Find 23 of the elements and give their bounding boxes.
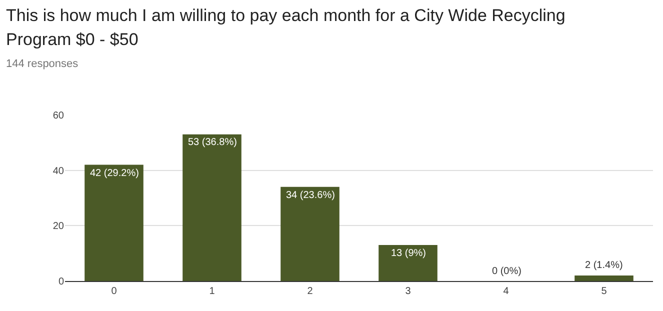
data-label: 34 (23.6%): [286, 190, 335, 201]
data-label: 42 (29.2%): [90, 168, 139, 179]
x-tick-label: 0: [111, 286, 118, 297]
chart-subtitle: 144 responses: [6, 58, 78, 70]
x-tick-label: 1: [209, 286, 216, 297]
y-tick-label: 40: [52, 166, 64, 177]
chart-title: This is how much I am willing to pay each month for a City Wide Recycling Program $0 - $50: [6, 5, 566, 51]
y-tick-label: 60: [52, 110, 64, 122]
y-tick-label: 0: [58, 276, 64, 288]
x-tick-label: 2: [307, 286, 314, 297]
x-tick-label: 4: [503, 286, 510, 297]
x-tick-label: 5: [601, 286, 608, 297]
bar: [280, 186, 340, 281]
data-label: 0 (0%): [492, 266, 522, 277]
x-tick-label: 3: [405, 286, 412, 297]
data-label: 53 (36.8%): [188, 137, 237, 148]
bar: [84, 164, 144, 281]
data-label: 2 (1.4%): [585, 260, 623, 271]
bar: [182, 134, 242, 281]
data-label: 13 (9%): [391, 248, 426, 259]
y-tick-label: 20: [52, 221, 64, 232]
bar: [378, 245, 438, 281]
bar: [574, 275, 634, 281]
